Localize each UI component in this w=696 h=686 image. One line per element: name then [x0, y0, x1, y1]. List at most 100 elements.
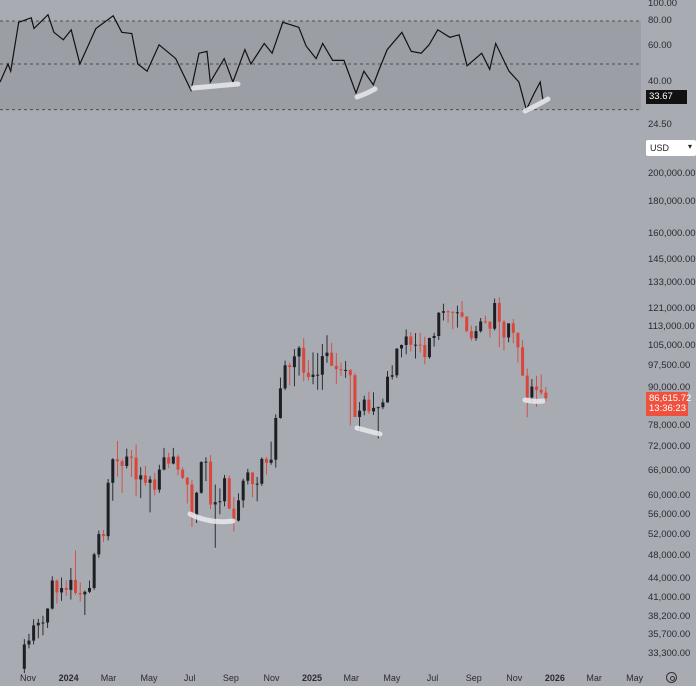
- candle: [372, 392, 376, 415]
- candle-body: [218, 501, 222, 503]
- candle: [204, 457, 208, 482]
- candle: [441, 303, 445, 321]
- candle: [348, 369, 352, 426]
- candle: [404, 329, 408, 355]
- candle-body: [288, 365, 292, 368]
- candle: [362, 395, 366, 416]
- price-tick-label: 78,000.00: [648, 420, 691, 432]
- candle-body: [525, 375, 529, 398]
- candle: [306, 359, 310, 381]
- candle: [437, 312, 441, 340]
- candle-body: [530, 386, 534, 398]
- candle: [460, 301, 464, 318]
- time-tick-label: Sep: [465, 673, 482, 683]
- candle: [78, 582, 82, 602]
- candle-body: [521, 347, 525, 376]
- candle-body: [479, 321, 483, 332]
- candle: [320, 343, 324, 390]
- candle: [423, 336, 427, 365]
- candle: [139, 467, 143, 499]
- candle: [22, 639, 26, 674]
- candle: [241, 478, 245, 508]
- rsi-tick-label: 100.00: [648, 0, 678, 9]
- candle: [390, 365, 394, 380]
- candle: [446, 310, 450, 323]
- candle: [134, 444, 138, 497]
- candle: [539, 374, 543, 395]
- candle-body: [125, 456, 129, 466]
- candle-body: [432, 335, 436, 338]
- candle: [278, 377, 282, 419]
- candle-body: [367, 399, 371, 412]
- candle-body: [320, 356, 324, 375]
- candle: [181, 467, 185, 480]
- candle-body: [316, 374, 320, 376]
- rsi-highlight: [522, 96, 551, 114]
- candle: [218, 488, 222, 515]
- candle-body: [334, 365, 338, 370]
- gear-icon[interactable]: [666, 672, 677, 683]
- candle-body: [353, 375, 357, 417]
- rsi-tick-label: 24.50: [648, 119, 672, 130]
- candle: [50, 576, 54, 610]
- candle-body: [88, 587, 92, 592]
- candle-body: [241, 480, 245, 501]
- candle: [269, 441, 273, 465]
- candle-body: [176, 456, 180, 470]
- candle-body: [22, 644, 26, 669]
- candle-body: [106, 482, 110, 537]
- rsi-line: [0, 13, 544, 112]
- candle: [497, 297, 501, 348]
- candle-body: [409, 336, 413, 345]
- candle: [488, 321, 492, 338]
- candle-body: [455, 312, 459, 314]
- candle: [521, 340, 525, 377]
- candle-body: [339, 369, 343, 371]
- candle: [27, 633, 31, 649]
- candle-body: [264, 458, 268, 463]
- currency-select[interactable]: USD ▾: [646, 140, 696, 156]
- price-tick-label: 38,200.00: [648, 611, 691, 623]
- candle: [474, 325, 478, 341]
- candle: [153, 472, 157, 496]
- candle-body: [362, 399, 366, 411]
- candle-body: [283, 365, 287, 389]
- candle: [162, 447, 166, 471]
- candle-body: [250, 472, 254, 485]
- candle-body: [306, 372, 310, 377]
- price-tick-label: 145,000.00: [648, 254, 696, 266]
- candle-body: [115, 459, 119, 462]
- candle: [69, 568, 73, 600]
- last-price: 86,615.72: [649, 393, 692, 404]
- last-price-badge: 86,615.72 13:36:23: [646, 392, 692, 416]
- candle: [465, 316, 469, 333]
- candle: [479, 317, 483, 333]
- rsi-highlight: [354, 86, 378, 100]
- price-tick-label: 200,000.00: [648, 168, 696, 179]
- time-tick-label: 2026: [544, 673, 565, 683]
- candle: [507, 323, 511, 343]
- rsi-highlight: [190, 81, 241, 91]
- candle: [386, 371, 390, 403]
- candle: [167, 452, 171, 468]
- candle: [199, 461, 203, 494]
- candle-body: [413, 344, 417, 346]
- candle: [64, 580, 68, 596]
- candle: [92, 552, 96, 590]
- chevron-down-icon: ▾: [687, 142, 692, 151]
- time-tick-label: May: [140, 673, 158, 683]
- candle-body: [139, 475, 143, 480]
- rsi-tick-label: 60.00: [648, 40, 672, 51]
- candle: [516, 332, 520, 363]
- time-tick-label: Mar: [343, 673, 360, 683]
- price-tick-label: 90,000.00: [648, 381, 691, 393]
- candle: [129, 450, 133, 477]
- candle-body: [60, 587, 64, 593]
- candle-body: [292, 356, 296, 368]
- candle-body: [204, 461, 208, 463]
- candle: [223, 474, 227, 507]
- currency-value: USD: [650, 143, 670, 153]
- candle: [325, 335, 329, 363]
- candle: [469, 325, 473, 341]
